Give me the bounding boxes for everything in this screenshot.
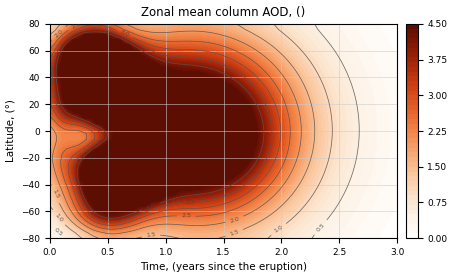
- Text: 4.0: 4.0: [146, 202, 156, 211]
- X-axis label: Time, (years since the eruption): Time, (years since the eruption): [140, 262, 307, 272]
- Text: 2.0: 2.0: [229, 216, 240, 224]
- Text: 3.0: 3.0: [119, 29, 130, 38]
- Text: 2.0: 2.0: [53, 28, 64, 38]
- Text: 1.5: 1.5: [51, 189, 60, 200]
- Text: 1.0: 1.0: [54, 212, 64, 223]
- Text: 1.5: 1.5: [146, 232, 156, 239]
- Text: 1.5: 1.5: [228, 229, 239, 237]
- Text: 1.0: 1.0: [273, 225, 284, 234]
- Y-axis label: Latitude, (°): Latitude, (°): [6, 100, 16, 162]
- Text: 2.5: 2.5: [71, 21, 82, 29]
- Title: Zonal mean column AOD, (): Zonal mean column AOD, (): [141, 6, 306, 19]
- Text: 0.5: 0.5: [315, 222, 326, 232]
- Text: 2.5: 2.5: [181, 214, 191, 219]
- Text: 0.5: 0.5: [53, 227, 63, 238]
- Text: 3.5: 3.5: [185, 199, 196, 205]
